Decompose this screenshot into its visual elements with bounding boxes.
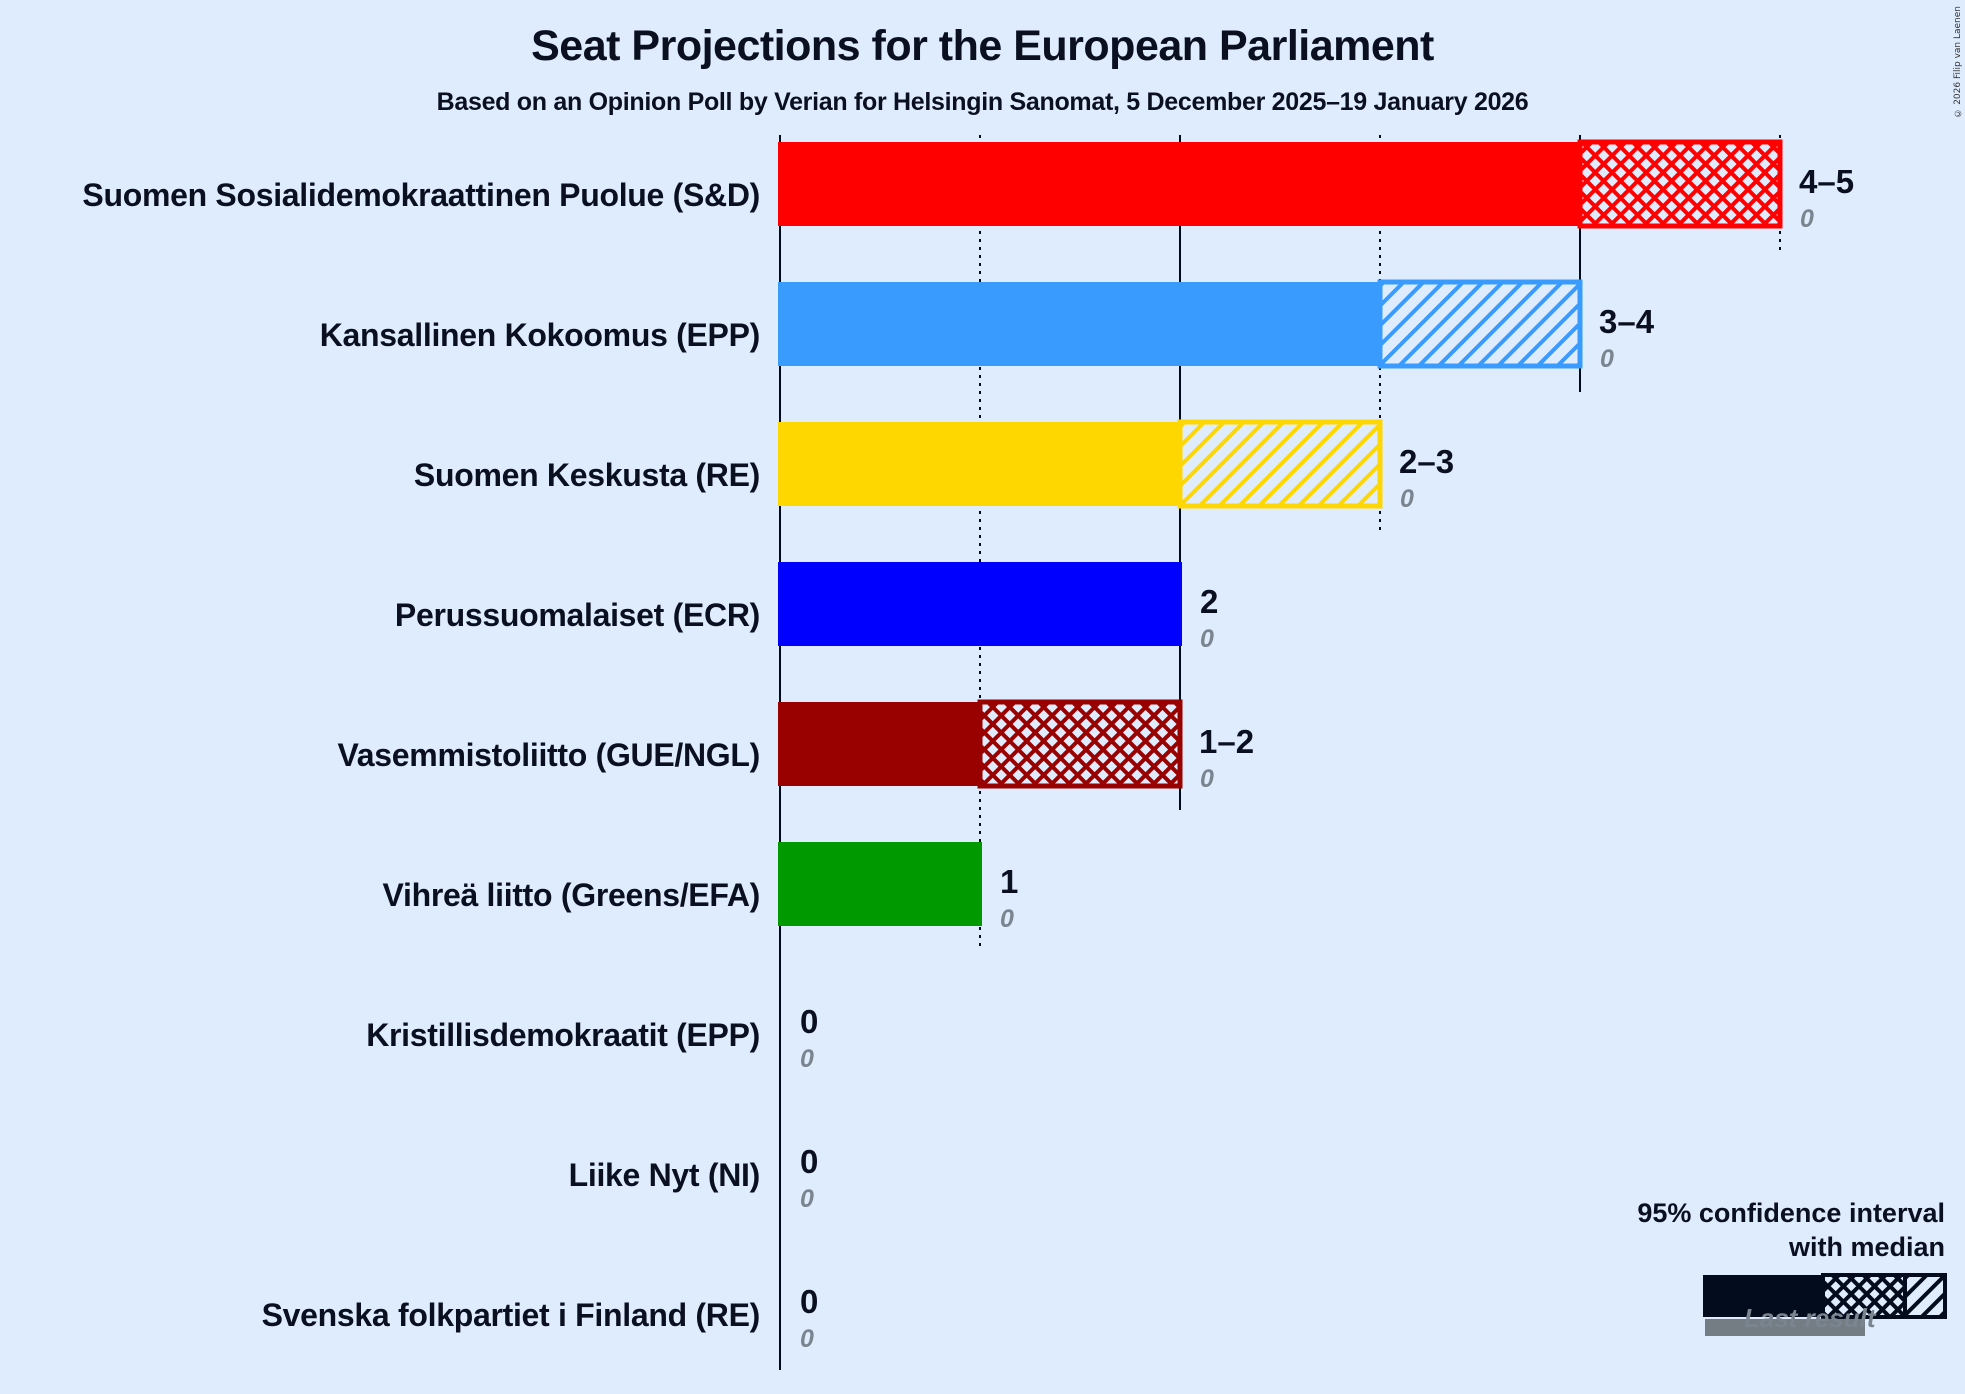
bar-kok [778,279,1583,369]
range-label-kesk: 2–3 [1399,443,1455,480]
last-result-vihr: 0 [1000,905,1014,933]
range-label-vas: 1–2 [1199,723,1255,760]
bar-vas [778,699,1183,789]
party-label-ps: Perussuomalaiset (ECR) [394,597,760,633]
party-label-liike: Liike Nyt (NI) [568,1157,761,1193]
party-label-sdp: Suomen Sosialidemokraattinen Puolue (S&D… [82,177,760,213]
range-label-sdp: 4–5 [1799,163,1855,200]
last-result-kok: 0 [1600,345,1614,373]
party-label-sfp: Svenska folkpartiet i Finland (RE) [261,1297,761,1333]
legend-title-line2: with median [1788,1232,1945,1262]
range-label-liike: 0 [800,1143,819,1180]
party-label-vihr: Vihreä liitto (Greens/EFA) [382,877,761,913]
last-result-sdp: 0 [1800,205,1814,233]
range-label-vihr: 1 [1000,863,1019,900]
range-label-ps: 2 [1200,583,1219,620]
last-result-kesk: 0 [1400,485,1414,513]
last-result-ps: 0 [1200,625,1214,653]
range-label-kok: 3–4 [1599,303,1655,340]
range-label-kd: 0 [800,1003,819,1040]
bar-sdp [778,139,1783,229]
bar-kesk [778,419,1383,509]
last-result-kd: 0 [800,1045,814,1073]
chart-title: Seat Projections for the European Parlia… [531,22,1434,70]
party-label-vas: Vasemmistoliitto (GUE/NGL) [337,737,761,773]
last-result-liike: 0 [800,1185,814,1213]
bar-ps [778,562,1182,646]
last-result-vas: 0 [1200,765,1214,793]
party-label-kd: Kristillisdemokraatit (EPP) [366,1017,760,1053]
party-label-kesk: Suomen Keskusta (RE) [413,457,760,493]
legend-last-result-label: Last result [1744,1303,1876,1333]
party-label-kok: Kansallinen Kokoomus (EPP) [319,317,761,353]
legend-title-line1: 95% confidence interval [1637,1198,1945,1228]
legend-title: 95% confidence interval with median [1637,1196,1945,1264]
bar-vihr [778,842,982,926]
legend-last-result-bar [1705,1319,1865,1336]
last-result-sfp: 0 [800,1325,814,1353]
range-label-sfp: 0 [800,1283,819,1320]
legend-ci-bar [1703,1273,1947,1319]
chart-subtitle: Based on an Opinion Poll by Verian for H… [436,88,1529,116]
